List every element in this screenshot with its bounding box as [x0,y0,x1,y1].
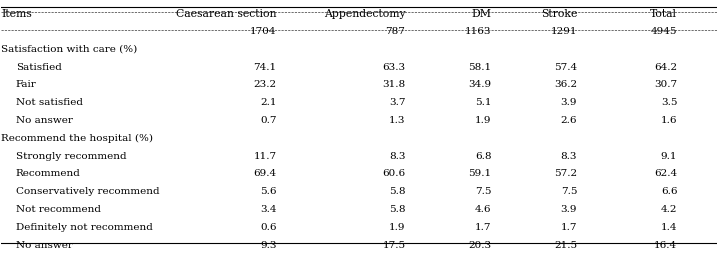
Text: 1.9: 1.9 [475,116,491,125]
Text: 1.7: 1.7 [475,223,491,232]
Text: 8.3: 8.3 [389,152,406,161]
Text: 1.7: 1.7 [561,223,577,232]
Text: 69.4: 69.4 [253,169,276,178]
Text: 8.3: 8.3 [561,152,577,161]
Text: 63.3: 63.3 [383,63,406,72]
Text: Stroke: Stroke [541,9,577,19]
Text: 57.4: 57.4 [554,63,577,72]
Text: 3.9: 3.9 [561,205,577,214]
Text: 7.5: 7.5 [561,187,577,196]
Text: 1291: 1291 [551,27,577,36]
Text: Recommend: Recommend [16,169,80,178]
Text: 3.9: 3.9 [561,98,577,107]
Text: 2.6: 2.6 [561,116,577,125]
Text: 0.7: 0.7 [260,116,276,125]
Text: 36.2: 36.2 [554,81,577,89]
Text: 7.5: 7.5 [475,187,491,196]
Text: 34.9: 34.9 [468,81,491,89]
Text: 58.1: 58.1 [468,63,491,72]
Text: Recommend the hospital (%): Recommend the hospital (%) [1,134,154,143]
Text: Not recommend: Not recommend [16,205,101,214]
Text: 4.6: 4.6 [475,205,491,214]
Text: 16.4: 16.4 [654,241,677,250]
Text: Appendectomy: Appendectomy [324,9,406,19]
Text: 3.7: 3.7 [389,98,406,107]
Text: 64.2: 64.2 [654,63,677,72]
Text: 1163: 1163 [465,27,491,36]
Text: 0.6: 0.6 [260,223,276,232]
Text: 1704: 1704 [251,27,276,36]
Text: Fair: Fair [16,81,37,89]
Text: 11.7: 11.7 [253,152,276,161]
Text: Not satisfied: Not satisfied [16,98,83,107]
Text: 6.8: 6.8 [475,152,491,161]
Text: 5.8: 5.8 [389,205,406,214]
Text: 1.9: 1.9 [389,223,406,232]
Text: 30.7: 30.7 [654,81,677,89]
Text: 9.1: 9.1 [661,152,677,161]
Text: Total: Total [651,9,677,19]
Text: 23.2: 23.2 [253,81,276,89]
Text: 3.4: 3.4 [260,205,276,214]
Text: Caesarean section: Caesarean section [176,9,276,19]
Text: No answer: No answer [16,241,73,250]
Text: 17.5: 17.5 [383,241,406,250]
Text: Definitely not recommend: Definitely not recommend [16,223,152,232]
Text: 1.4: 1.4 [661,223,677,232]
Text: 1.6: 1.6 [661,116,677,125]
Text: Strongly recommend: Strongly recommend [16,152,126,161]
Text: 5.6: 5.6 [260,187,276,196]
Text: 59.1: 59.1 [468,169,491,178]
Text: 6.6: 6.6 [661,187,677,196]
Text: 787: 787 [386,27,406,36]
Text: 62.4: 62.4 [654,169,677,178]
Text: 3.5: 3.5 [661,98,677,107]
Text: Satisfaction with care (%): Satisfaction with care (%) [1,45,138,54]
Text: Satisfied: Satisfied [16,63,62,72]
Text: No answer: No answer [16,116,73,125]
Text: 5.1: 5.1 [475,98,491,107]
Text: 1.3: 1.3 [389,116,406,125]
Text: Conservatively recommend: Conservatively recommend [16,187,159,196]
Text: DM: DM [471,9,491,19]
Text: 4945: 4945 [651,27,677,36]
Text: Items: Items [1,9,32,19]
Text: 20.3: 20.3 [468,241,491,250]
Text: 31.8: 31.8 [383,81,406,89]
Text: 57.2: 57.2 [554,169,577,178]
Text: 60.6: 60.6 [383,169,406,178]
Text: 4.2: 4.2 [661,205,677,214]
Text: 2.1: 2.1 [260,98,276,107]
Text: 21.5: 21.5 [554,241,577,250]
Text: 5.8: 5.8 [389,187,406,196]
Text: 74.1: 74.1 [253,63,276,72]
Text: 9.3: 9.3 [260,241,276,250]
